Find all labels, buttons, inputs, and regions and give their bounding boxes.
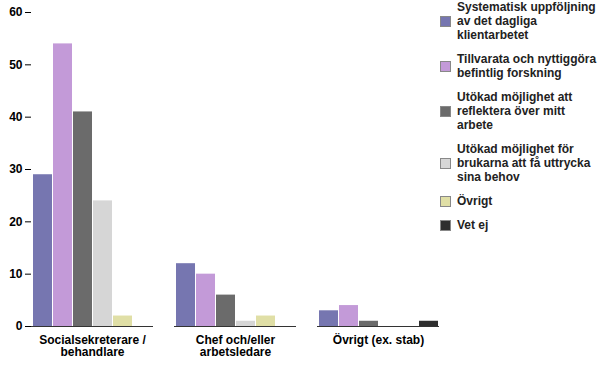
- svg-text:20: 20: [9, 215, 23, 229]
- html-text:Utökad möjlighet att reflekter: Utökad möjlighet att reflektera över mit…: [457, 90, 573, 132]
- svg-text:Chef och/ellerarbetsledare: Chef och/ellerarbetsledare: [196, 333, 276, 359]
- svg-text:10: 10: [9, 267, 23, 281]
- html-text:Tillvarata och nyttiggöra befi: Tillvarata och nyttiggöra befintlig fors…: [457, 52, 597, 80]
- svg-text:60: 60: [9, 5, 23, 19]
- svg-text:30: 30: [9, 162, 23, 176]
- svg-text:0: 0: [16, 319, 23, 333]
- html-text:Övrigt: Övrigt: [457, 194, 493, 208]
- svg-text:40: 40: [9, 110, 23, 124]
- html-text:Utökad möjlighet för brukarna: Utökad möjlighet för brukarna att få utt…: [457, 142, 591, 184]
- svg-text:50: 50: [9, 58, 23, 72]
- html-text:Vet ej: Vet ej: [457, 218, 489, 232]
- svg-text:Socialsekreterare /behandlare: Socialsekreterare /behandlare: [39, 333, 146, 359]
- html-text:Systematisk uppföljning av det: Systematisk uppföljning av det dagliga k…: [457, 0, 596, 42]
- svg-text:Övrigt (ex. stab): Övrigt (ex. stab): [333, 332, 424, 347]
